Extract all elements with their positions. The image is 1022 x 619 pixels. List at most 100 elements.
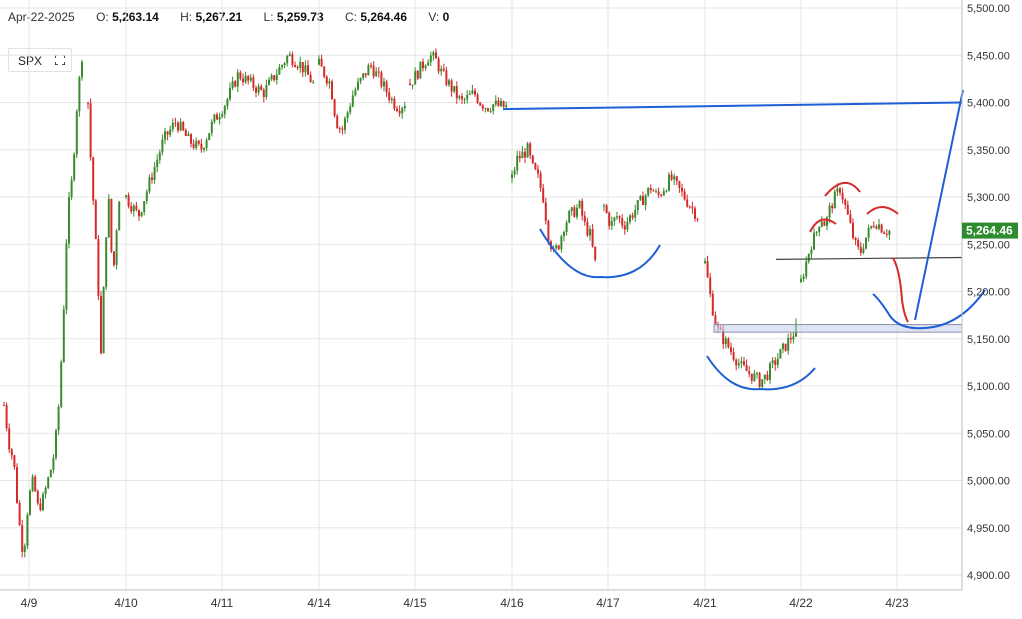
candle-body (594, 246, 597, 260)
drop-arrow-line (892, 257, 909, 323)
candle-body (132, 205, 135, 212)
candle-body (29, 490, 31, 515)
candle-body (351, 95, 354, 107)
candle-body (26, 514, 29, 546)
candle-body (62, 309, 65, 363)
candle-body (534, 163, 537, 170)
candle-body (748, 371, 751, 374)
candle-body (31, 476, 34, 491)
candle-body (440, 68, 443, 72)
candle-body (349, 106, 352, 113)
candle-body (668, 174, 670, 191)
candle-body (192, 143, 195, 148)
candle-body (213, 114, 216, 122)
x-tick-label: 4/21 (693, 596, 717, 610)
candle-body (743, 361, 745, 366)
x-tick-label: 4/17 (596, 596, 620, 610)
candle-body (652, 190, 655, 192)
candle-body (5, 405, 8, 429)
candle-body (414, 71, 417, 85)
candle-body (177, 122, 179, 131)
candle-body (642, 195, 644, 205)
candle-body (870, 226, 873, 228)
candle-body (479, 102, 482, 106)
candle-body (878, 224, 880, 229)
candle-body (802, 276, 805, 279)
candle-body (665, 190, 668, 192)
candle-body (60, 362, 63, 407)
projection-line (914, 89, 964, 321)
symbol-label: SPX (18, 54, 43, 68)
candle-body (557, 245, 560, 250)
candle-body (156, 159, 159, 168)
candle-body (583, 215, 586, 222)
y-tick-label: 5,050.00 (967, 428, 1010, 440)
candle-body (166, 131, 169, 135)
candle-body (761, 379, 764, 387)
candle-body (73, 154, 76, 180)
bar-date: Apr-22-2025 (8, 10, 75, 24)
candle-body (539, 173, 542, 188)
candle-body (776, 358, 779, 365)
candle-body (336, 115, 339, 129)
candle-body (810, 249, 813, 254)
candle-body (239, 72, 242, 79)
candle-body (148, 177, 151, 192)
candle-body (140, 211, 143, 217)
candle-body (94, 200, 97, 240)
candle-body (42, 494, 44, 511)
candle-body (226, 99, 229, 107)
candle-body (125, 195, 127, 197)
candle-body (458, 96, 461, 99)
candle-body (8, 428, 11, 450)
candle-body (364, 73, 367, 76)
candle-body (647, 187, 650, 196)
candle-body (55, 430, 57, 458)
candle-body (709, 277, 712, 294)
candle-body (422, 61, 424, 69)
candle-body (492, 104, 495, 111)
candle-body (174, 122, 177, 124)
candle-body (784, 343, 787, 351)
candle-body (500, 101, 502, 106)
last-price-tag (962, 222, 1018, 239)
candle-body (605, 205, 608, 213)
resistance-line (502, 101, 963, 111)
candle-body (151, 177, 153, 180)
candle-body (578, 200, 581, 208)
candle-body (161, 139, 164, 153)
symbol-selector[interactable]: SPX (8, 48, 72, 72)
candle-body (846, 204, 849, 215)
candle-body (673, 176, 676, 180)
candle-body (771, 360, 774, 364)
candle-body (427, 62, 430, 66)
y-tick-label: 4,900.00 (967, 570, 1010, 582)
candle-body (354, 89, 357, 96)
candle-body (841, 192, 844, 200)
candle-body (325, 76, 328, 84)
candle-body (576, 207, 578, 217)
candle-body (187, 134, 190, 136)
candle-body (278, 67, 281, 75)
candle-body (304, 65, 307, 73)
candle-body (18, 502, 21, 526)
y-tick-label: 5,400.00 (967, 98, 1010, 110)
candle-body (70, 179, 73, 198)
candle-body (113, 251, 115, 265)
candle-body (631, 215, 634, 218)
candle-body (782, 343, 784, 349)
candle-body (49, 469, 52, 478)
candle-body (138, 209, 140, 217)
candle-body (100, 296, 102, 354)
x-tick-label: 4/11 (211, 596, 234, 610)
candle-body (681, 187, 683, 192)
y-tick-label: 5,100.00 (967, 381, 1010, 393)
low-readout: L: 5,259.73 (263, 10, 324, 24)
y-tick-label: 4,950.00 (967, 523, 1010, 535)
candle-body (255, 87, 257, 93)
candle-body (102, 287, 105, 354)
candle-body (792, 336, 795, 340)
candle-body (547, 220, 550, 242)
candle-body (750, 373, 753, 381)
